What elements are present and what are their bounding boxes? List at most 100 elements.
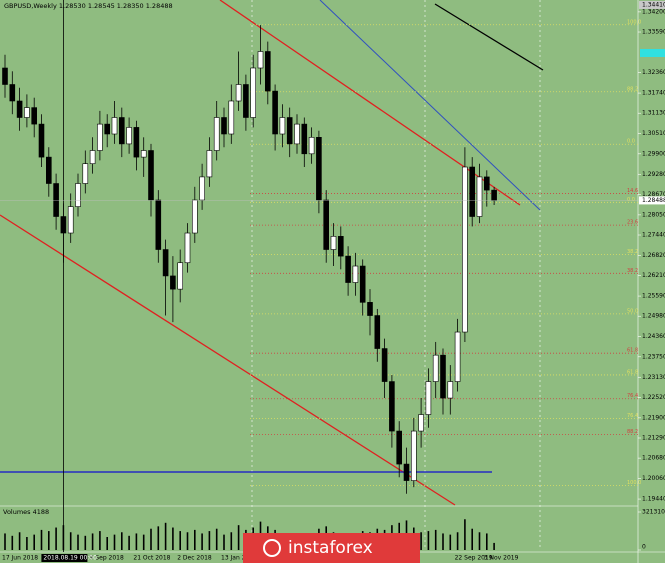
candle-body: [2, 67, 8, 85]
y-tick-label: 1.24980: [642, 313, 665, 320]
candle-body: [75, 183, 81, 207]
candle-body: [206, 150, 213, 178]
x-tick-label: 2 Dec 2018: [177, 555, 212, 562]
y-tick-label: 1.28050: [642, 211, 665, 218]
y-tick-label: 1.25590: [642, 293, 665, 300]
candle-body: [264, 51, 271, 92]
candle-body: [294, 123, 300, 145]
y-tick-label: 1.29280: [642, 171, 665, 178]
candle-body: [410, 430, 417, 481]
candle-body: [97, 123, 103, 151]
fib-label: 76.4: [627, 393, 638, 399]
candle-body: [16, 100, 23, 118]
x-tick-label: 17 Jun 2018: [2, 555, 38, 562]
y-tick-label: 1.28670: [642, 191, 665, 198]
cursor-box: [41, 554, 88, 562]
fib-label: 0.0: [627, 197, 635, 203]
candle-body: [31, 107, 38, 125]
fib-label: 50.0: [627, 308, 638, 314]
candle-body: [396, 430, 403, 465]
candle-body: [483, 176, 490, 191]
candle-body: [162, 249, 169, 277]
candle-body: [389, 381, 395, 432]
candle-body: [60, 216, 67, 234]
y-tick-label: 1.22520: [642, 394, 665, 401]
candle-body: [301, 123, 308, 155]
candle-body: [177, 262, 183, 290]
candle-body: [469, 166, 476, 217]
y-tick-label: 1.30510: [642, 130, 665, 137]
fib-label: 61.8: [627, 369, 638, 375]
candle-body: [359, 265, 366, 303]
x-tick-label: 9 Sep 2018: [90, 555, 124, 562]
candle-body: [104, 123, 110, 135]
candle-body: [9, 84, 16, 102]
fib-label: 88.2: [627, 429, 638, 435]
watermark-text: instaforex: [288, 538, 373, 558]
volume-tick-label: 321310: [642, 509, 665, 516]
candle-body: [53, 183, 59, 217]
fib-label: 0.0: [627, 139, 635, 145]
candle-body: [374, 315, 381, 349]
candle-body: [170, 275, 176, 290]
candle-body: [367, 302, 373, 316]
watermark-box: [243, 533, 420, 563]
y-tick-label: 1.21900: [642, 414, 665, 421]
candle-body: [89, 150, 96, 165]
candle-body: [221, 117, 227, 135]
trendlines: [0, 0, 544, 506]
candle-body: [24, 107, 30, 118]
fib-label: 38.2: [627, 268, 638, 274]
x-tick-label: 3 Nov 2019: [484, 555, 519, 562]
watermark-icon: [263, 539, 281, 557]
candle-body: [381, 348, 388, 382]
candle-body: [337, 236, 344, 257]
red-channel-lower: [0, 214, 456, 506]
candle-body: [352, 265, 359, 283]
y-tick-label: 1.27440: [642, 232, 665, 239]
y-tick-label: 1.20680: [642, 455, 665, 462]
y-tick-label: 1.21290: [642, 434, 665, 441]
candle-body: [476, 176, 483, 217]
last-price-label: 1.28488: [642, 197, 665, 204]
candle-body: [272, 90, 278, 135]
candle-body: [491, 189, 497, 201]
x-tick-label: 13 Jan 2019: [221, 555, 257, 562]
ask-marker: [640, 49, 665, 57]
fib-label: 14.6: [627, 188, 638, 194]
candle-body: [155, 199, 162, 250]
high-label-box: [639, 0, 665, 9]
candle-body: [316, 137, 322, 201]
candle-body: [440, 354, 446, 399]
blue-trendline: [319, 0, 541, 211]
y-tick-label: 1.32360: [642, 69, 665, 76]
fib-label: 76.4: [627, 413, 638, 419]
fib-label: 23.6: [627, 220, 638, 226]
y-tick-label: 1.23750: [642, 353, 665, 360]
candle-body: [250, 67, 256, 118]
y-tick-label: 1.33590: [642, 29, 665, 36]
volume-tick-label: 0: [642, 544, 646, 551]
candle-body: [45, 156, 52, 184]
candle-body: [148, 150, 154, 201]
high-label: 1.34410: [642, 1, 665, 8]
candle-body: [126, 127, 132, 145]
fib-label: 61.8: [627, 348, 638, 354]
y-tick-label: 1.31130: [642, 110, 665, 117]
candle-body: [418, 414, 424, 432]
y-tick-label: 1.26820: [642, 252, 665, 259]
candle-body: [111, 117, 118, 135]
fib-label: 100.0: [627, 480, 641, 486]
candle-body: [82, 163, 89, 184]
cursor-label: 2018.08.19 00:00: [43, 555, 97, 562]
candle-body: [454, 331, 461, 382]
y-tick-label: 1.31740: [642, 90, 665, 97]
candle-body: [192, 199, 198, 234]
candle-body: [462, 166, 468, 333]
candle-body: [425, 381, 432, 415]
candle-body: [286, 117, 293, 145]
candle-body: [243, 84, 249, 118]
x-tick-label: 22 Sep 2019: [455, 555, 493, 562]
